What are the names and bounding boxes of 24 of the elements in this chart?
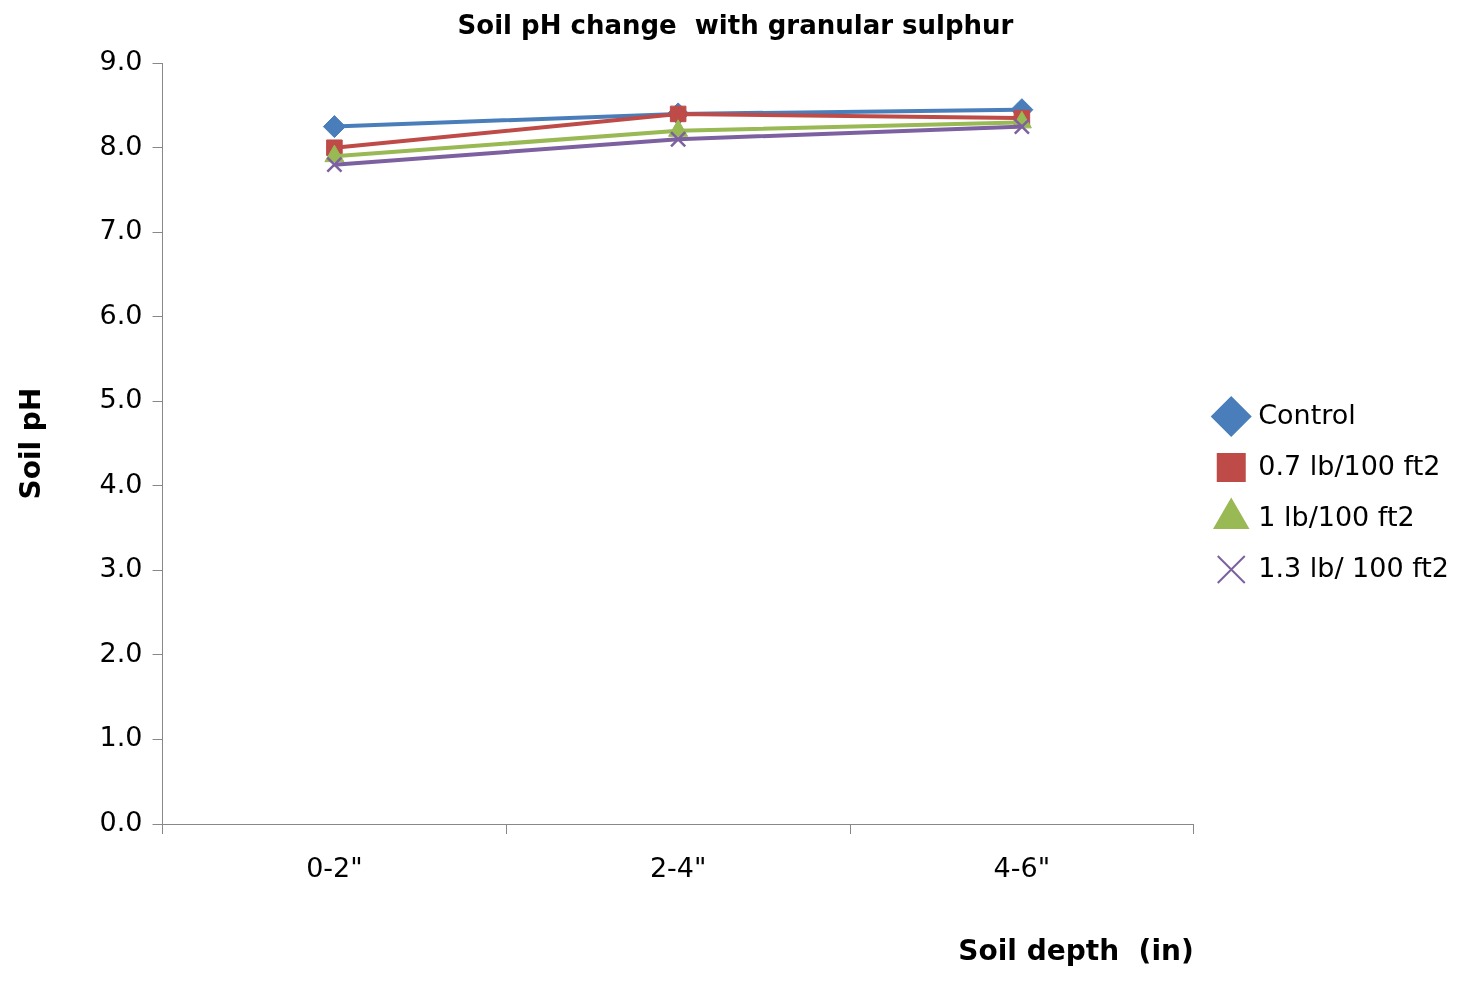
y-tick-label: 2.0 <box>99 636 143 668</box>
y-tick-label: 4.0 <box>99 467 143 499</box>
y-tick-label: 9.0 <box>99 45 143 77</box>
y-tick-label: 1.0 <box>99 721 143 753</box>
x-tick-label: 0-2" <box>306 852 363 884</box>
y-tick-label: 0.0 <box>99 806 143 838</box>
chart-title: Soil pH change with granular sulphur <box>457 10 1014 41</box>
y-tick-label: 6.0 <box>99 298 143 330</box>
x-tick-label: 4-6" <box>993 852 1051 884</box>
legend-label: Control <box>1258 398 1356 430</box>
point <box>322 115 346 139</box>
legend-label: 0.7 lb/100 ft2 <box>1258 449 1441 481</box>
point <box>669 130 687 148</box>
legend-label: 1.3 lb/ 100 ft2 <box>1258 551 1450 583</box>
y-tick-label: 8.0 <box>99 129 143 161</box>
point <box>326 156 343 173</box>
y-tick-label: 5.0 <box>99 383 143 415</box>
y-tick-label: 7.0 <box>99 214 143 246</box>
y-axis-title: Soil pH <box>14 387 48 500</box>
legend-label: 1 lb/100 ft2 <box>1258 500 1415 532</box>
y-tick-label: 3.0 <box>99 552 143 584</box>
point <box>1013 118 1031 135</box>
x-axis-title: Soil depth (in) <box>958 934 1194 968</box>
x-tick-label: 2-4" <box>649 852 707 884</box>
